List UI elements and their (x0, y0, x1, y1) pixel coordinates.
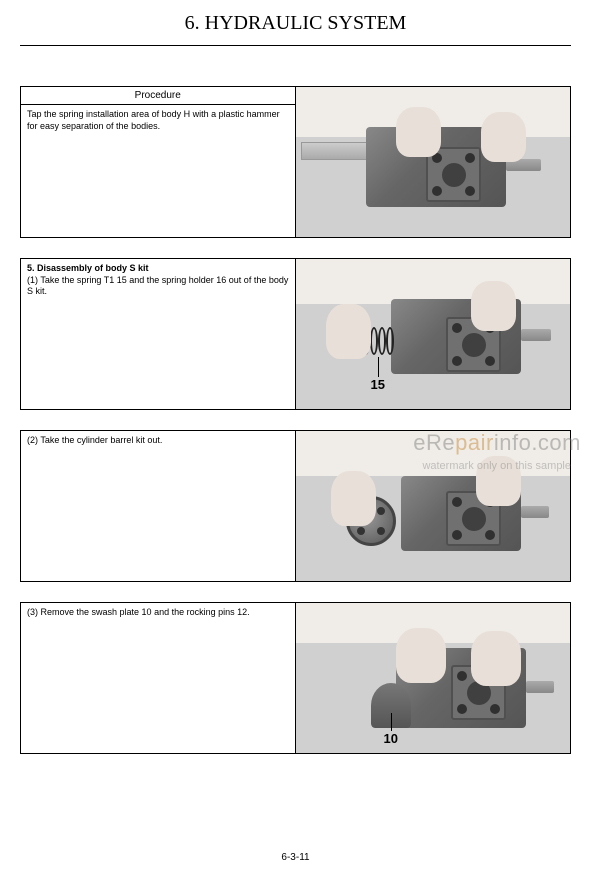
callout-label: 15 (371, 377, 385, 392)
procedure-heading: 5. Disassembly of body S kit (27, 263, 149, 273)
page-title: 6. HYDRAULIC SYSTEM (20, 0, 571, 46)
procedure-text: (1) Take the spring T1 15 and the spring… (27, 275, 288, 297)
procedure-text: Tap the spring installation area of body… (21, 105, 295, 136)
procedure-image (296, 431, 571, 581)
procedure-row: Procedure Tap the spring installation ar… (20, 86, 571, 238)
procedure-text: (2) Take the cylinder barrel kit out. (27, 435, 162, 445)
callout-label: 10 (384, 731, 398, 746)
procedure-image: 15 (296, 259, 571, 409)
procedure-text-cell: (2) Take the cylinder barrel kit out. (21, 431, 296, 581)
procedure-text-cell: (3) Remove the swash plate 10 and the ro… (21, 603, 296, 753)
procedure-text-cell: 5. Disassembly of body S kit (1) Take th… (21, 259, 296, 409)
procedure-row: (3) Remove the swash plate 10 and the ro… (20, 602, 571, 754)
procedure-text: (3) Remove the swash plate 10 and the ro… (27, 607, 250, 617)
procedure-text-cell: Procedure Tap the spring installation ar… (21, 87, 296, 237)
content-area: Procedure Tap the spring installation ar… (20, 86, 571, 754)
procedure-row: (2) Take the cylinder barrel kit out. (20, 430, 571, 582)
page-number: 6-3-11 (0, 852, 591, 863)
watermark-subtext: watermark only on this sample (422, 460, 571, 472)
procedure-row: 5. Disassembly of body S kit (1) Take th… (20, 258, 571, 410)
procedure-header: Procedure (21, 87, 295, 105)
procedure-image (296, 87, 571, 237)
procedure-image: 10 (296, 603, 571, 753)
